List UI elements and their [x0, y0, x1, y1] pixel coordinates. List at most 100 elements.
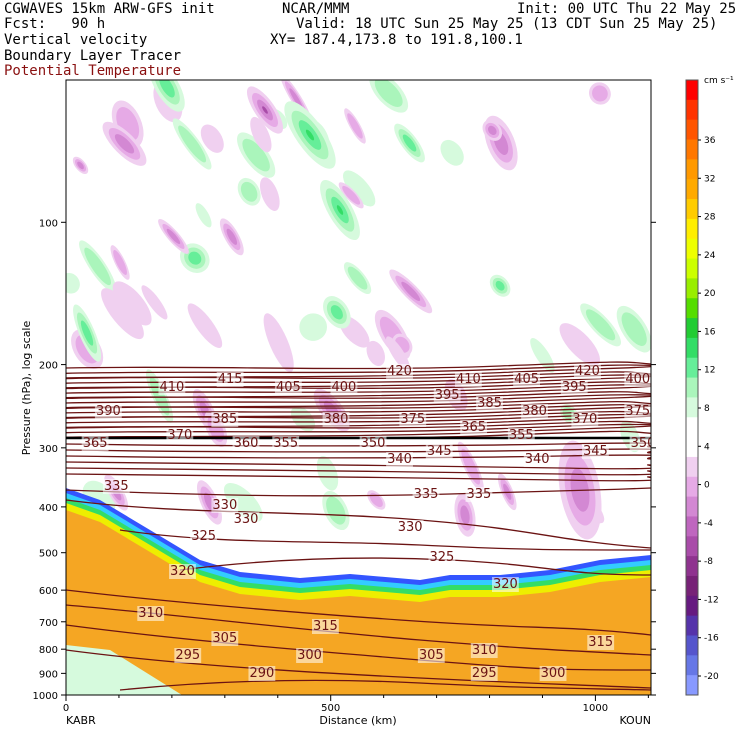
colorbar-frame — [685, 79, 699, 696]
theta-label-bg — [158, 380, 186, 395]
colorbar-label: 28 — [704, 213, 716, 223]
header-line5-left: Potential Temperature — [4, 63, 182, 79]
velocity-cell — [369, 492, 383, 508]
header-line1-mid: NCAR/MMM — [282, 1, 350, 17]
velocity-cell — [621, 312, 647, 346]
theta-label-bg — [460, 420, 488, 435]
x-tick-label: 500 — [321, 703, 340, 714]
theta-label-bg — [330, 380, 358, 395]
colorbar-swatch — [686, 655, 698, 676]
velocity-cell — [66, 272, 80, 294]
theta-label-bg — [190, 529, 218, 544]
colorbar-swatch — [686, 80, 698, 101]
theta-contour-label: 320 — [170, 564, 195, 579]
colorbar-swatch — [686, 159, 698, 180]
theta-label-bg — [574, 364, 601, 379]
colorbar: 36 32 28 24 20 16 12 8 4 0 -4 -8 -12 -16 -20 — [685, 79, 719, 696]
colorbar-swatch — [686, 119, 698, 141]
theta-label-bg — [428, 550, 456, 565]
theta-contour-label: 300 — [541, 666, 566, 681]
theta-label-bg — [274, 380, 302, 395]
theta-label-bg — [624, 404, 651, 419]
theta-contour-label: 310 — [138, 606, 163, 621]
velocity-cell — [530, 337, 555, 373]
colorbar-label: -20 — [704, 672, 719, 682]
theta-contour-upper — [66, 400, 651, 409]
colorbar-label: -16 — [704, 634, 719, 644]
theta-label-bg — [581, 444, 609, 459]
velocity-cell — [187, 303, 223, 349]
colorbar-swatch — [686, 675, 698, 696]
colorbar-swatch — [686, 139, 698, 160]
theta-contour-label: 370 — [167, 428, 192, 443]
plot-frame — [65, 79, 652, 696]
theta-label-bg — [102, 479, 130, 494]
colorbar-swatch — [686, 635, 698, 656]
velocity-cell — [242, 138, 270, 172]
colorbar-swatch — [686, 318, 698, 339]
theta-label-bg — [513, 372, 541, 387]
velocity-cell — [299, 313, 327, 341]
theta-contour-label: 370 — [572, 412, 597, 427]
theta-label-bg — [399, 412, 427, 427]
colorbar-unit: cm s⁻¹ — [704, 76, 734, 86]
velocity-cell — [487, 125, 497, 136]
theta-contour-lower — [66, 604, 651, 656]
velocity-cell — [347, 266, 368, 290]
theta-label-bg — [137, 606, 165, 621]
theta-contour-label: 300 — [297, 648, 322, 663]
theta-contour-label: 355 — [273, 436, 298, 451]
colorbar-swatch — [686, 337, 698, 359]
theta-contour-label: 325 — [429, 550, 454, 565]
theta-contour-label: 340 — [387, 452, 412, 467]
velocity-cell — [347, 113, 363, 139]
velocity-cell — [141, 285, 168, 320]
colorbar-label: 20 — [704, 289, 716, 299]
colorbar-label: 16 — [704, 327, 716, 337]
velocity-cell — [336, 205, 344, 215]
colorbar-label: -12 — [704, 595, 719, 605]
y-tick-label: 900 — [39, 669, 58, 680]
theta-contour-label: 320 — [493, 577, 518, 592]
theta-label-bg — [396, 520, 424, 535]
colorbar-label: 24 — [704, 251, 716, 261]
velocity-cell — [259, 177, 280, 211]
theta-contour-mid — [66, 454, 651, 460]
theta-label-bg — [272, 436, 300, 451]
velocity-cell — [77, 161, 84, 170]
theta-contour-label: 315 — [313, 619, 338, 634]
velocity-cell — [495, 280, 505, 291]
theta-label-bg — [81, 436, 109, 451]
theta-contour-lower — [66, 589, 651, 636]
axes: 100 200 300 400 500 600 700 800 900 1000 0 500 1000 — [33, 218, 656, 714]
colorbar-label: -8 — [704, 557, 713, 567]
left-endpoint-label: KABR — [66, 714, 96, 727]
theta-label-bg — [523, 452, 551, 467]
theta-contour-label: 380 — [324, 412, 349, 427]
velocity-cell — [326, 496, 346, 525]
theta-contour-lower — [66, 649, 651, 689]
theta-contour-lower — [66, 624, 651, 671]
velocity-cell — [262, 106, 268, 114]
theta-label-bg — [560, 380, 588, 395]
theta-label-bg — [386, 364, 413, 379]
theta-contour-label: 405 — [514, 372, 539, 387]
velocity-cell — [112, 281, 152, 326]
y-axis-label: Pressure (hPa), log scale — [20, 321, 33, 456]
theta-label-bg — [412, 487, 440, 502]
theta-contour-label: 405 — [276, 380, 301, 395]
header-line4-left: Boundary Layer Tracer — [4, 48, 182, 64]
colorbar-swatch — [686, 99, 698, 121]
velocity-cell — [342, 170, 376, 207]
header-line1-left: CGWAVES 15km ARW-GFS init — [4, 1, 215, 17]
theta-contour-label: 390 — [96, 404, 121, 419]
colorbar-label: 8 — [704, 404, 710, 414]
theta-label-bg — [232, 436, 260, 451]
theta-contour-label: 295 — [175, 648, 200, 663]
theta-contour-label: 290 — [249, 666, 274, 681]
theta-contour-label: 355 — [509, 428, 534, 443]
y-tick-label: 300 — [39, 444, 58, 455]
theta-contour-label: 380 — [522, 404, 547, 419]
theta-label-bg — [386, 452, 413, 467]
theta-label-bg — [311, 619, 339, 634]
